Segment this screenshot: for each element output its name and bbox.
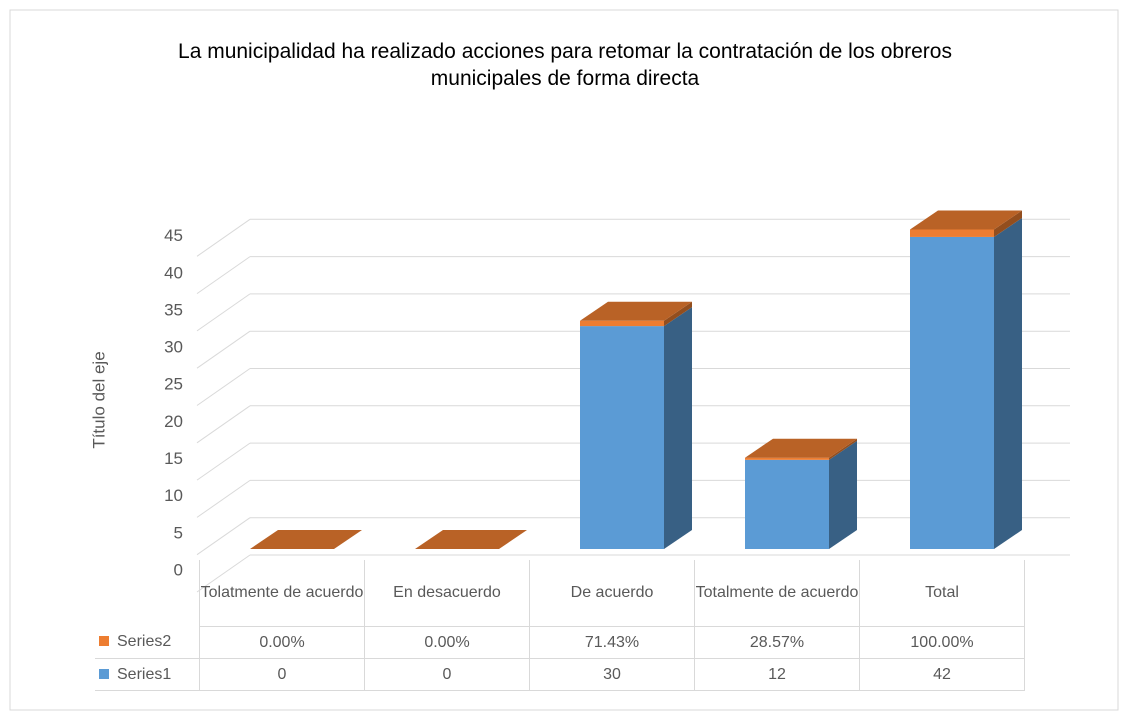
legend-entry: Series2 xyxy=(95,626,200,659)
bar-side xyxy=(829,440,857,549)
data-label: 100.00% xyxy=(859,626,1025,659)
table-row: Series2 0.00% 0.00% 71.43% 28.57% 100.00% xyxy=(95,626,1025,659)
bar-side xyxy=(829,438,857,460)
x-tick-label: Totalmente de acuerdo xyxy=(694,560,860,627)
x-tick-label: Total xyxy=(859,560,1025,627)
data-label: 12 xyxy=(694,658,860,691)
legend-label: Series1 xyxy=(117,665,172,683)
bar-side xyxy=(994,210,1022,237)
x-tick-label: En desacuerdo xyxy=(364,560,530,627)
y-tick-label: 25 xyxy=(164,375,183,394)
x-tick-label: De acuerdo xyxy=(529,560,695,627)
legend-swatch xyxy=(99,636,109,647)
grid-line xyxy=(196,368,251,406)
bar-front xyxy=(745,459,829,549)
chart-border xyxy=(9,9,1119,711)
bar-front xyxy=(910,229,994,237)
bar-side xyxy=(664,307,692,549)
grid-line xyxy=(196,405,251,444)
bar-side xyxy=(664,301,692,327)
bar-top xyxy=(415,530,527,549)
data-label: 0.00% xyxy=(199,626,365,659)
bar-front xyxy=(580,326,664,549)
data-label: 42 xyxy=(859,658,1025,691)
bar-front xyxy=(910,236,994,549)
bar-front xyxy=(745,457,829,460)
bar-top xyxy=(250,530,362,549)
table-row: Series1 0 0 30 12 42 xyxy=(95,658,1025,691)
grid-line xyxy=(196,293,251,332)
y-tick-label: 10 xyxy=(164,486,183,505)
data-label: 28.57% xyxy=(694,626,860,659)
y-axis-title: Título del eje xyxy=(89,351,108,448)
bar-front xyxy=(580,320,664,327)
grid-line xyxy=(196,442,251,481)
table-header: Tolatmente de acuerdo En desacuerdo De acu… xyxy=(95,560,1025,627)
grid-line xyxy=(196,218,251,257)
x-tick-label: Tolatmente de acuerdo xyxy=(199,560,365,627)
data-label: 0 xyxy=(199,658,365,691)
table-corner xyxy=(95,560,200,627)
legend-swatch xyxy=(99,668,109,679)
data-table: Tolatmente de acuerdo En desacuerdo De acu… xyxy=(95,560,1025,691)
bar-side xyxy=(994,217,1022,549)
data-label: 0 xyxy=(364,658,530,691)
data-label: 30 xyxy=(529,658,695,691)
grid-line xyxy=(196,479,251,518)
y-tick-label: 35 xyxy=(164,300,183,319)
bar-top xyxy=(910,210,1022,230)
y-tick-label: 30 xyxy=(164,338,183,357)
legend-label: Series2 xyxy=(117,633,172,651)
y-tick-label: 45 xyxy=(164,226,183,245)
legend-entry: Series1 xyxy=(95,658,200,691)
grid-line xyxy=(196,330,251,369)
y-tick-label: 20 xyxy=(164,412,183,431)
y-tick-label: 40 xyxy=(164,263,183,282)
bar-top xyxy=(745,438,857,458)
bar-top xyxy=(580,301,692,321)
grid-line xyxy=(196,517,251,556)
data-label: 71.43% xyxy=(529,626,695,659)
data-label: 0.00% xyxy=(364,626,530,659)
chart-title: La municipalidad ha realizado acciones p… xyxy=(178,40,952,90)
y-tick-label: 5 xyxy=(174,523,183,542)
y-tick-label: 15 xyxy=(164,449,183,468)
grid-line xyxy=(196,256,251,295)
